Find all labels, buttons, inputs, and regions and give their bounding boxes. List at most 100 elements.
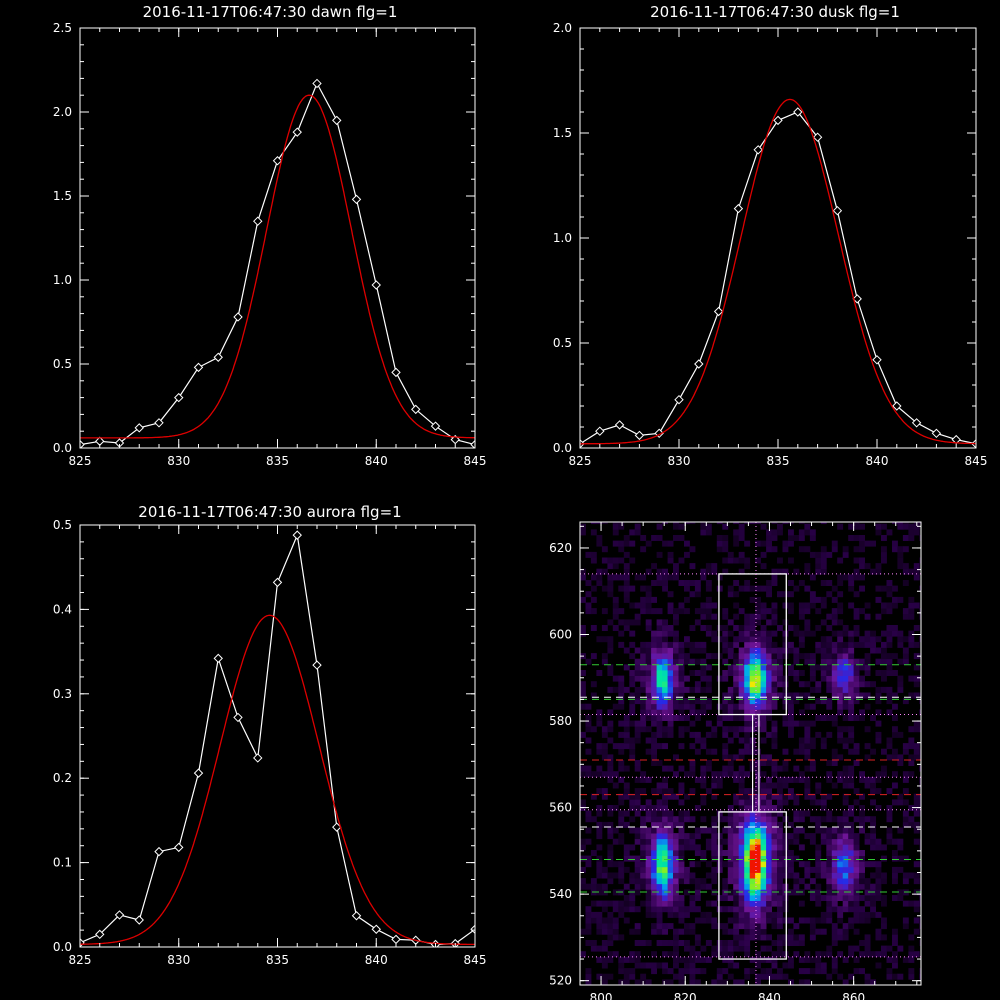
heatmap-pixel (771, 895, 778, 901)
heatmap-pixel (755, 799, 761, 806)
heatmap-pixel (804, 608, 811, 615)
heatmap-pixel (651, 653, 657, 660)
heatmap-pixel (694, 861, 701, 868)
heatmap-pixel (618, 557, 625, 564)
heatmap-pixel (612, 563, 619, 570)
heatmap-pixel (864, 692, 871, 699)
heatmap-pixel (722, 754, 729, 761)
heatmap-pixel (678, 956, 685, 963)
heatmap-pixel (842, 703, 849, 710)
heatmap-pixel (700, 625, 707, 631)
heatmap-pixel (804, 737, 811, 744)
heatmap-pixel (596, 805, 603, 811)
heatmap-pixel (629, 540, 636, 547)
heatmap-pixel (629, 698, 636, 705)
heatmap-pixel (870, 821, 876, 828)
heatmap-pixel (848, 776, 855, 783)
heatmap-pixel (744, 821, 751, 828)
heatmap-pixel (766, 535, 772, 541)
heatmap-pixel (842, 658, 849, 665)
heatmap-pixel (744, 827, 751, 834)
heatmap-pixel (656, 731, 663, 738)
heatmap-pixel (711, 827, 718, 834)
heatmap-pixel (684, 522, 690, 525)
heatmap-pixel (678, 895, 685, 901)
heatmap-pixel (760, 911, 767, 918)
heatmap-pixel (634, 670, 641, 676)
heatmap-pixel (782, 872, 789, 879)
dusk-data-point (931, 428, 942, 439)
heatmap-pixel (837, 670, 844, 676)
heatmap-pixel (651, 681, 657, 688)
heatmap-pixel (629, 968, 636, 975)
heatmap-pixel (585, 940, 592, 946)
heatmap-pixel (623, 726, 630, 733)
dusk-data-point (793, 107, 803, 117)
heatmap-pixel (886, 591, 893, 598)
heatmap-pixel (667, 833, 674, 840)
heatmap-pixel (645, 962, 652, 969)
heatmap-pixel (908, 529, 915, 536)
heatmap-pixel (738, 850, 745, 856)
heatmap-pixel (596, 956, 603, 963)
heatmap-pixel (673, 754, 679, 761)
heatmap-pixel (859, 535, 865, 541)
heatmap-pixel (618, 799, 625, 806)
heatmap-pixel (684, 866, 690, 873)
heatmap-pixel (618, 585, 625, 592)
heatmap-pixel (678, 906, 685, 913)
heatmap-pixel (612, 540, 619, 547)
x-tick-label: 830 (668, 454, 691, 468)
heatmap-pixel (788, 625, 794, 631)
heatmap-pixel (738, 917, 745, 924)
dawn-data-point (351, 194, 362, 205)
heatmap-pixel (651, 580, 657, 586)
heatmap-pixel (651, 698, 657, 705)
heatmap-pixel (755, 776, 761, 783)
heatmap-pixel (727, 866, 734, 873)
heatmap-pixel (733, 940, 740, 946)
heatmap-pixel (842, 681, 849, 688)
x-tick-label: 825 (69, 953, 92, 967)
heatmap-pixel (782, 855, 789, 862)
heatmap-pixel (788, 928, 794, 935)
heatmap-pixel (656, 625, 663, 631)
heatmap-pixel (766, 630, 772, 637)
heatmap-pixel (842, 850, 849, 856)
heatmap-pixel (656, 709, 663, 716)
heatmap-pixel (870, 900, 876, 907)
heatmap-pixel (662, 968, 668, 975)
y-tick-label: 580 (549, 714, 572, 728)
heatmap-pixel (629, 670, 636, 676)
heatmap-pixel (777, 900, 783, 907)
heatmap-pixel (705, 602, 712, 609)
heatmap-pixel (782, 816, 789, 823)
heatmap-pixel (782, 906, 789, 913)
heatmap-pixel (601, 557, 608, 564)
heatmap-pixel (580, 731, 586, 738)
heatmap-pixel (749, 900, 756, 907)
heatmap-pixel (711, 917, 718, 924)
aurora-data-point (312, 660, 322, 670)
heatmap-pixel (837, 636, 844, 643)
heatmap-pixel (694, 878, 701, 885)
heatmap-pixel (842, 833, 849, 840)
heatmap-pixel (766, 895, 772, 901)
heatmap-pixel (700, 799, 707, 806)
heatmap-pixel (738, 793, 745, 800)
heatmap-pixel (793, 799, 800, 806)
heatmap-pixel (662, 810, 668, 817)
heatmap-pixel (842, 810, 849, 817)
heatmap-pixel (640, 861, 647, 868)
heatmap-pixel (755, 850, 761, 856)
heatmap-pixel (694, 906, 701, 913)
heatmap-pixel (804, 979, 811, 985)
heatmap-pixel (580, 574, 586, 581)
heatmap-pixel (629, 844, 636, 851)
heatmap-pixel (788, 956, 794, 963)
heatmap-pixel (645, 883, 652, 890)
heatmap-pixel (755, 602, 761, 609)
heatmap-pixel (738, 709, 745, 716)
aurora-data-point (272, 577, 283, 588)
heatmap-pixel (859, 557, 865, 564)
